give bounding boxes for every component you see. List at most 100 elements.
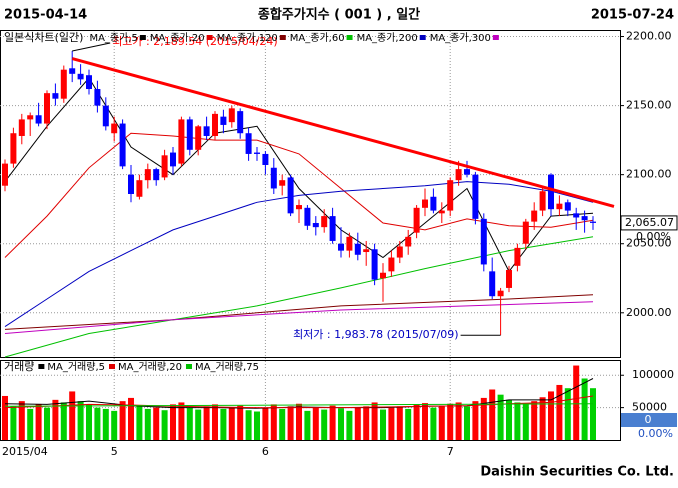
volume-bar: [128, 397, 134, 440]
volume-bar: [455, 402, 462, 440]
candle-body: [170, 152, 176, 167]
volume-ma-line: [4, 378, 594, 409]
candle-body: [438, 210, 445, 214]
candle-body: [363, 249, 370, 253]
candle-body: [329, 216, 336, 241]
candle-body: [346, 236, 353, 251]
candle-body: [564, 202, 571, 211]
y-tick-label: 2050.00: [626, 237, 672, 250]
volume-bar: [262, 407, 269, 440]
volume-bar: [472, 401, 479, 440]
end-date: 2015-07-24: [591, 8, 674, 23]
candle-body: [212, 113, 218, 136]
volume-ma-line: [4, 403, 594, 407]
candle-body: [178, 119, 185, 164]
volume-bar: [220, 408, 227, 440]
volume-bar: [363, 406, 370, 440]
volume-bar: [430, 407, 437, 440]
candle-body: [380, 272, 386, 279]
volume-bar: [422, 403, 428, 440]
volume-bar: [60, 402, 67, 440]
volume-bar: [102, 408, 109, 440]
candle-body: [128, 174, 134, 194]
y-tick-label: 100000: [632, 368, 674, 381]
volume-bar: [86, 404, 92, 440]
volume-bar: [35, 404, 42, 440]
volume-bar: [506, 399, 512, 440]
volume-bar: [489, 389, 496, 440]
legend-label: MA_종가,5: [89, 32, 137, 44]
candle-body: [531, 210, 538, 222]
candle-body: [254, 152, 260, 154]
legend-swatch: [492, 35, 499, 40]
candle-body: [296, 205, 302, 210]
volume-bar: [321, 409, 328, 440]
candle-body: [77, 73, 84, 80]
candle-body: [312, 223, 319, 228]
candle-body: [111, 123, 118, 134]
legend-label: MA_종가,60: [290, 32, 345, 44]
candle-body: [35, 115, 42, 124]
volume-bar: [69, 391, 76, 440]
candle-body: [321, 216, 328, 228]
volume-bar: [480, 397, 487, 440]
x-tick-label: 6: [262, 445, 269, 458]
candle-body: [18, 119, 25, 136]
volume-last-box: [621, 413, 677, 427]
change-label: 0.00%: [636, 230, 671, 243]
legend-swatch: [279, 35, 286, 40]
volume-bar: [203, 406, 210, 440]
legend-label: MA_거래량,20: [118, 361, 182, 373]
candle-body: [430, 196, 437, 211]
candle-body: [279, 180, 286, 186]
candle-body: [86, 75, 92, 90]
volume-bar: [170, 404, 176, 440]
candle-body: [119, 123, 126, 167]
volume-bar: [447, 403, 454, 440]
candle-body: [506, 269, 512, 288]
candle-body: [304, 207, 311, 226]
volume-bar: [212, 404, 218, 440]
volume-bar: [573, 365, 580, 440]
volume-bar: [304, 410, 311, 440]
candle-body: [203, 126, 210, 136]
volume-bar: [514, 402, 521, 440]
candle-body: [480, 218, 487, 265]
panel-label: 일본식차트(일간): [4, 30, 83, 44]
volume-bar: [388, 407, 395, 440]
ma-line: [4, 181, 594, 328]
legend-swatch: [206, 35, 213, 40]
candle-body: [581, 216, 588, 221]
volume-bar: [548, 391, 554, 440]
candle-body: [422, 199, 428, 208]
candle-body: [489, 271, 496, 297]
candle-body: [388, 257, 395, 272]
candle-body: [220, 116, 227, 125]
candle-body: [455, 169, 462, 181]
candle-body: [497, 290, 504, 297]
candle-body: [2, 163, 8, 186]
volume-bar: [111, 410, 118, 440]
candle-body: [287, 177, 294, 214]
candle-body: [548, 174, 554, 210]
volume-bar: [178, 402, 185, 440]
volume-bar: [556, 384, 563, 440]
volume-bar: [270, 404, 277, 440]
start-date: 2015-04-14: [4, 8, 87, 23]
volume-bar: [497, 394, 504, 440]
volume-bar: [522, 404, 529, 440]
candle-body: [556, 203, 563, 210]
candle-body: [590, 221, 596, 223]
volume-bar: [10, 406, 17, 440]
candle-body: [371, 249, 378, 280]
y-tick-label: 2000.00: [626, 306, 672, 319]
legend-label: MA_종가,20: [150, 32, 205, 44]
y-tick-label: 50000: [632, 401, 667, 414]
volume-bar: [396, 406, 403, 440]
legend-label: MA_종가,200: [357, 32, 418, 44]
ma-line: [4, 236, 594, 358]
candle-body: [186, 119, 193, 150]
chart-title: 종합주가지수 ( 001 ) , 일간: [258, 7, 420, 23]
volume-bar: [161, 410, 168, 440]
